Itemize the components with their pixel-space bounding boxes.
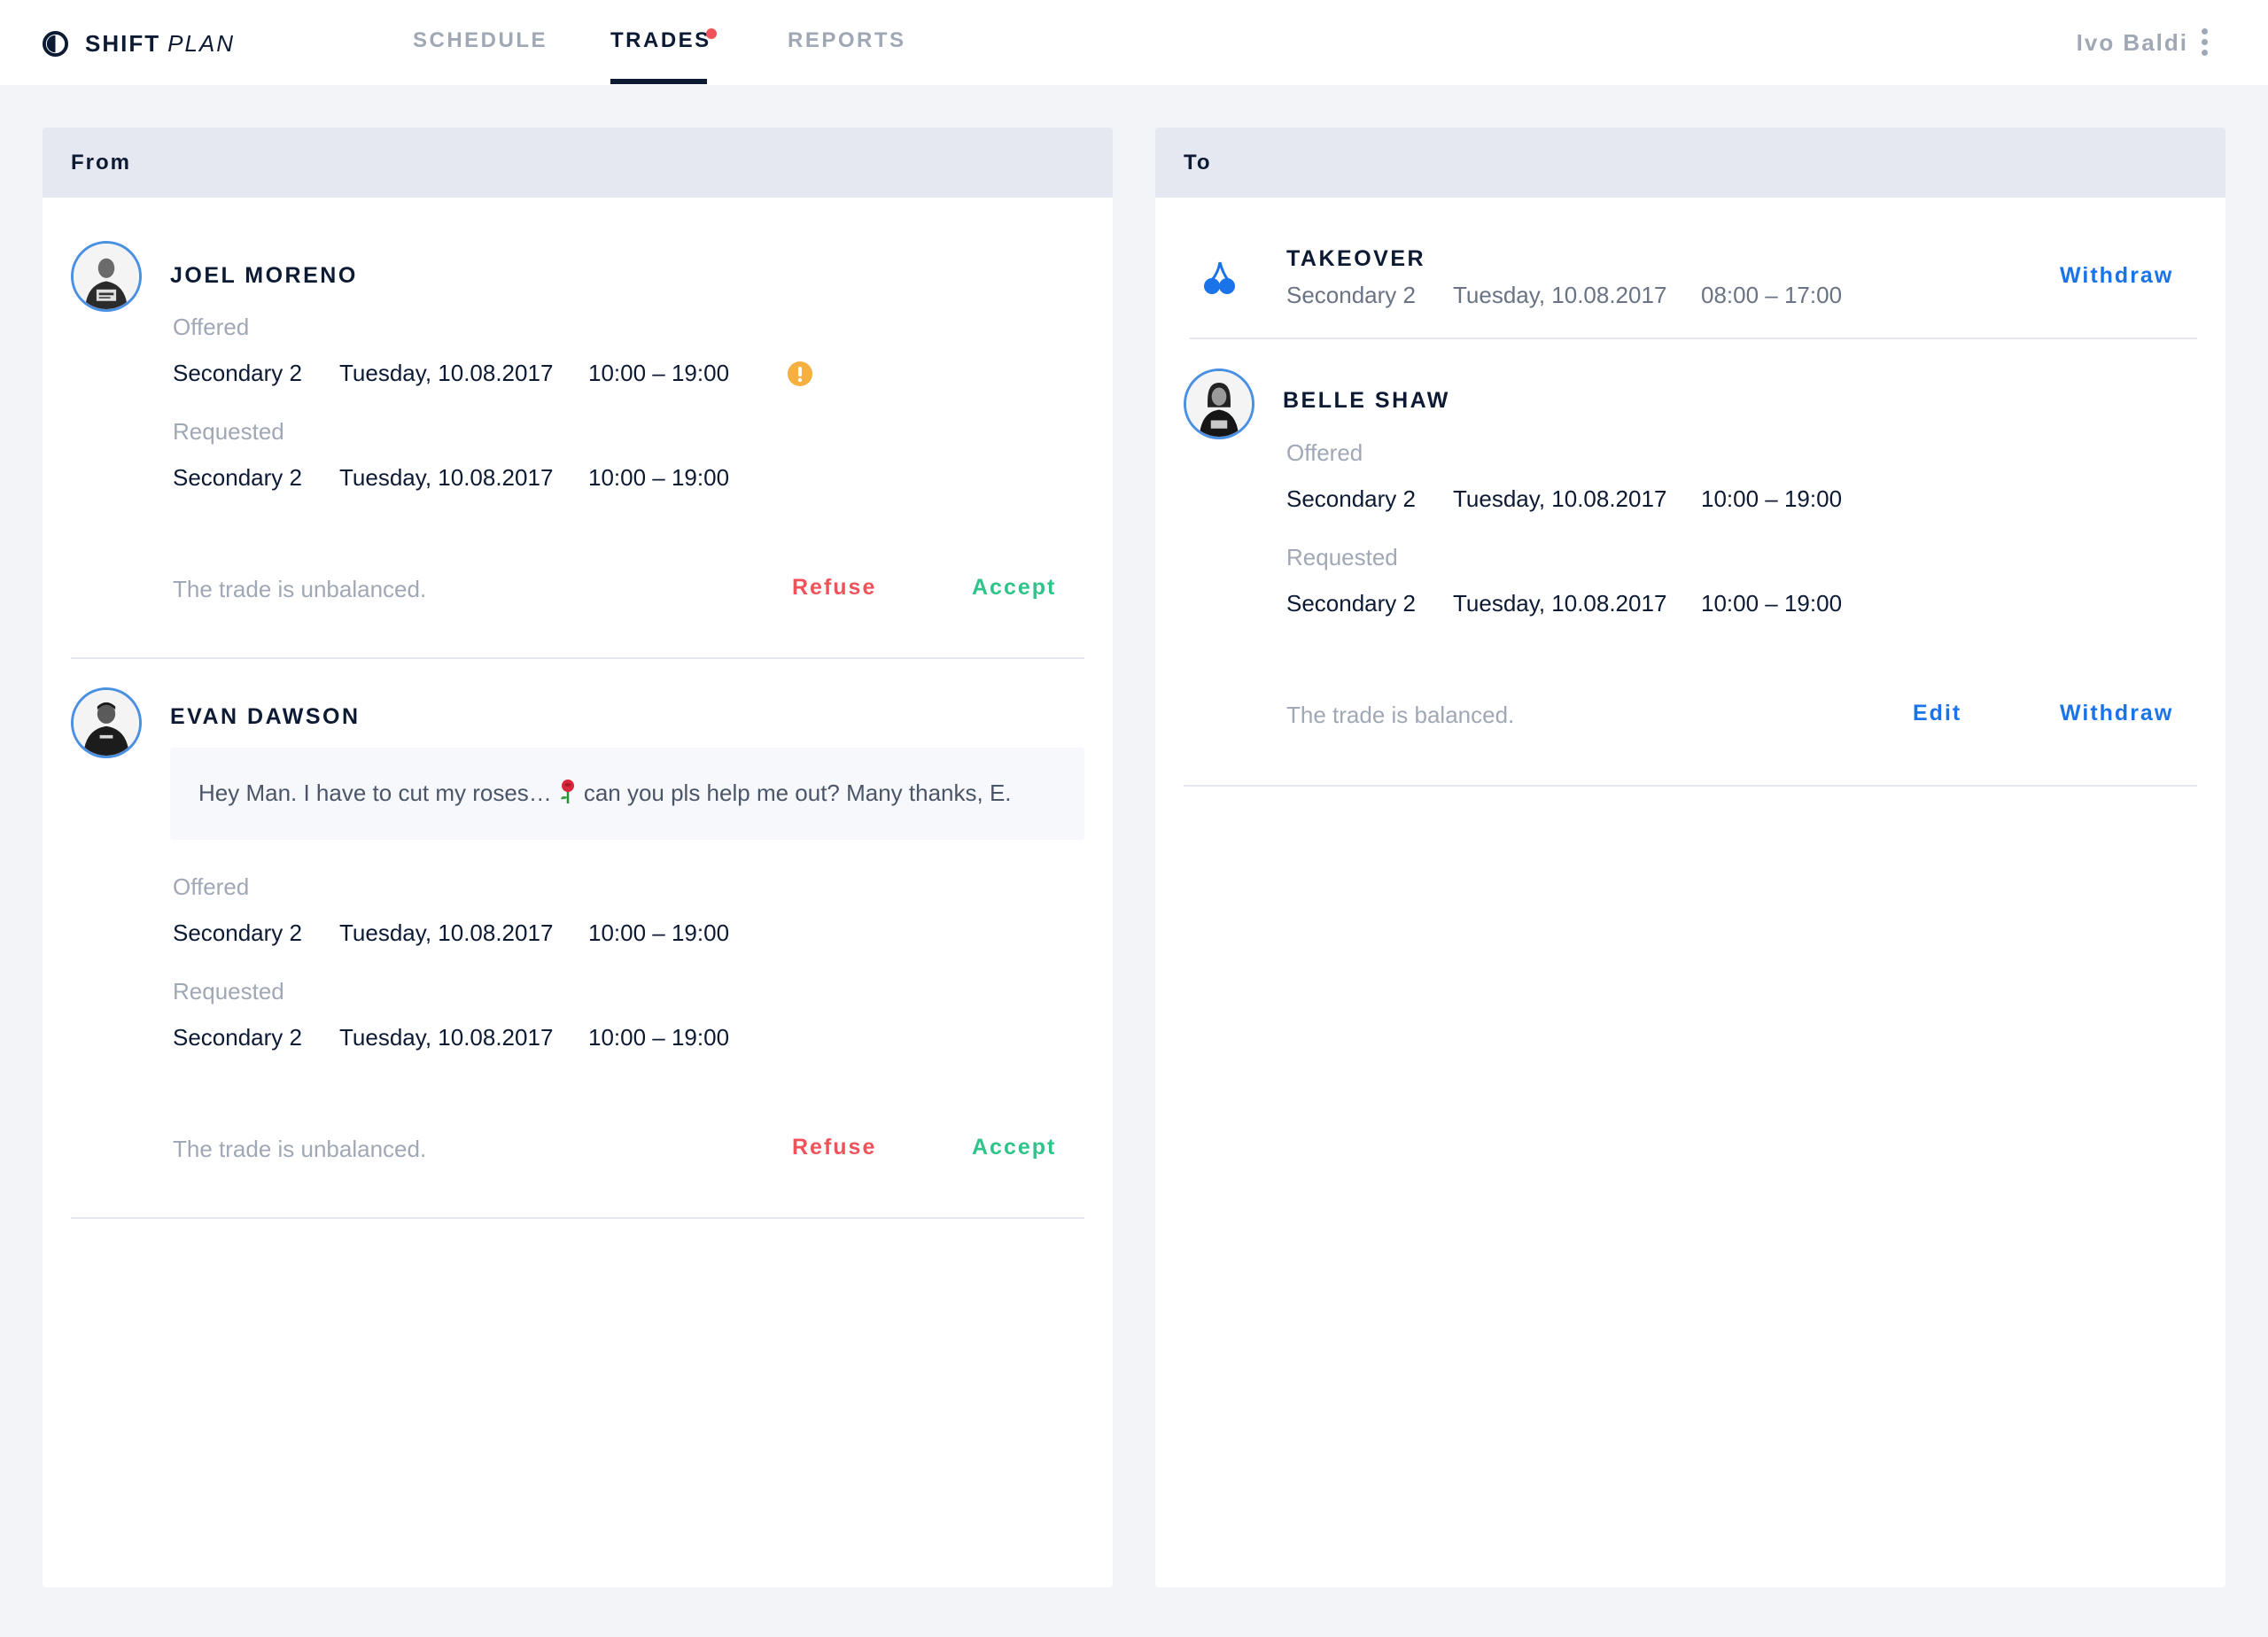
trade-status: The trade is unbalanced. xyxy=(173,576,427,602)
requested-date: Tuesday, 10.08.2017 xyxy=(1453,590,1667,617)
edit-button[interactable]: Edit xyxy=(1913,701,1962,725)
takeover-location: Secondary 2 xyxy=(1286,282,1416,308)
user-name[interactable]: Ivo Baldi xyxy=(2076,29,2188,56)
message-text: can you pls help me out? Many thanks, E. xyxy=(583,780,1012,806)
trades-notification-dot xyxy=(706,28,717,39)
trader-name: EVAN DAWSON xyxy=(170,704,361,729)
offered-time: 10:00 – 19:00 xyxy=(588,360,730,386)
requested-label: Requested xyxy=(173,418,284,445)
requested-location: Secondary 2 xyxy=(173,1024,302,1051)
offered-date: Tuesday, 10.08.2017 xyxy=(339,919,554,946)
offered-location: Secondary 2 xyxy=(1286,485,1416,512)
half-circle-logo-icon xyxy=(42,30,69,57)
trade-message: Hey Man. I have to cut my roses… can you … xyxy=(170,748,1084,840)
offered-label: Offered xyxy=(173,873,250,900)
requested-time: 10:00 – 19:00 xyxy=(588,464,730,491)
requested-label: Requested xyxy=(173,978,284,1005)
takeover-date: Tuesday, 10.08.2017 xyxy=(1453,282,1667,308)
offered-label: Offered xyxy=(1286,439,1363,466)
requested-location: Secondary 2 xyxy=(173,464,302,491)
trade-divider xyxy=(71,657,1084,659)
from-panel: From JOEL MORENO Offered Secondary 2 Tue… xyxy=(43,128,1113,1587)
avatar-belle-shaw[interactable] xyxy=(1184,369,1254,439)
requested-time: 10:00 – 19:00 xyxy=(1701,590,1843,617)
requested-date: Tuesday, 10.08.2017 xyxy=(339,1024,554,1051)
refuse-button[interactable]: Refuse xyxy=(792,1135,877,1160)
trade-status: The trade is unbalanced. xyxy=(173,1136,427,1162)
trade-divider xyxy=(71,1217,1084,1219)
offered-time: 10:00 – 19:00 xyxy=(588,919,730,946)
app-logo[interactable]: SHIFT PLAN xyxy=(42,29,235,58)
top-navigation-bar: SHIFT PLAN SCHEDULE TRADES REPORTS Ivo Ba… xyxy=(0,0,2268,85)
takeover-time: 08:00 – 17:00 xyxy=(1701,282,1843,308)
cherries-icon xyxy=(1204,261,1235,294)
accept-button[interactable]: Accept xyxy=(972,575,1057,600)
app-name: SHIFT PLAN xyxy=(85,29,236,57)
accept-button[interactable]: Accept xyxy=(972,1135,1057,1160)
refuse-button[interactable]: Refuse xyxy=(792,575,877,600)
trade-status: The trade is balanced. xyxy=(1286,702,1515,728)
requested-date: Tuesday, 10.08.2017 xyxy=(339,464,554,491)
withdraw-button[interactable]: Withdraw xyxy=(2060,701,2174,725)
requested-label: Requested xyxy=(1286,544,1398,570)
offered-location: Secondary 2 xyxy=(173,360,302,386)
rose-emoji-icon xyxy=(560,780,574,803)
tab-schedule[interactable]: SCHEDULE xyxy=(413,28,548,52)
to-panel-title: To xyxy=(1155,128,2225,198)
trader-name: BELLE SHAW xyxy=(1283,388,1450,413)
offered-location: Secondary 2 xyxy=(173,919,302,946)
active-tab-indicator xyxy=(610,79,707,84)
person-photo-icon xyxy=(74,690,139,756)
from-panel-title: From xyxy=(43,128,1113,198)
takeover-title: TAKEOVER xyxy=(1286,246,1426,271)
avatar-evan-dawson[interactable] xyxy=(71,687,142,758)
offered-label: Offered xyxy=(173,314,250,340)
avatar-joel-moreno[interactable] xyxy=(71,241,142,312)
message-text: Hey Man. I have to cut my roses… xyxy=(198,780,552,806)
exclamation-circle-icon[interactable] xyxy=(787,361,813,387)
tab-reports[interactable]: REPORTS xyxy=(788,28,906,52)
requested-location: Secondary 2 xyxy=(1286,590,1416,617)
requested-time: 10:00 – 19:00 xyxy=(588,1024,730,1051)
person-photo-icon xyxy=(74,244,139,309)
tab-trades[interactable]: TRADES xyxy=(610,28,711,52)
trader-name: JOEL MORENO xyxy=(170,263,358,288)
person-photo-icon xyxy=(1186,371,1252,437)
trade-divider xyxy=(1184,785,2197,787)
offered-date: Tuesday, 10.08.2017 xyxy=(339,360,554,386)
trade-divider xyxy=(1189,337,2197,339)
to-panel: To TAKEOVER Secondary 2 Tuesday, 10.08.2… xyxy=(1155,128,2225,1587)
withdraw-takeover-button[interactable]: Withdraw xyxy=(2060,263,2174,288)
more-options-icon[interactable] xyxy=(2199,28,2210,58)
offered-date: Tuesday, 10.08.2017 xyxy=(1453,485,1667,512)
offered-time: 10:00 – 19:00 xyxy=(1701,485,1843,512)
